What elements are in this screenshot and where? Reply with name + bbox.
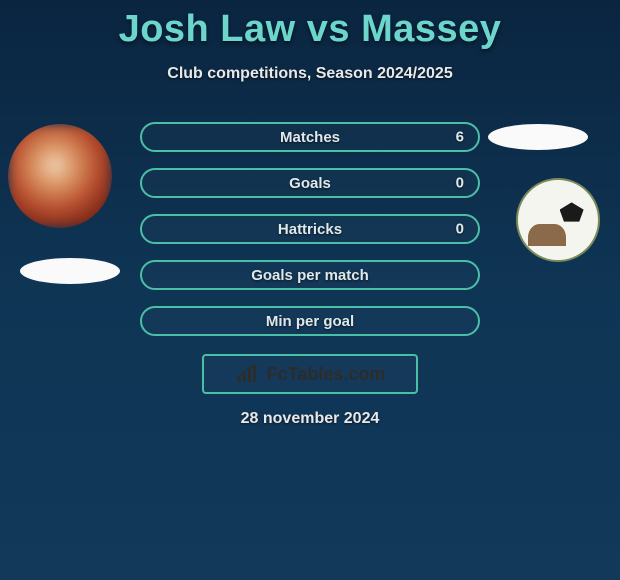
page-title: Josh Law vs Massey [0,0,620,51]
brand-text: FcTables.com [267,364,386,385]
stat-row-matches: Matches 6 [140,122,480,152]
stat-value-right: 0 [456,221,464,238]
chart-icon [235,364,261,384]
stat-row-hattricks: Hattricks 0 [140,214,480,244]
stat-value-right: 0 [456,175,464,192]
page-subtitle: Club competitions, Season 2024/2025 [0,65,620,83]
player-right-shadow-ellipse [488,124,588,150]
player-left-avatar-image [8,124,112,228]
stat-value-right: 6 [456,129,464,146]
date-text: 28 november 2024 [0,410,620,428]
brand-footer[interactable]: FcTables.com [202,354,418,394]
stat-label: Goals [289,175,331,192]
player-left-shadow-ellipse [20,258,120,284]
stats-container: Matches 6 Goals 0 Hattricks 0 Goals per … [140,122,480,352]
stat-row-goals: Goals 0 [140,168,480,198]
player-right-club-badge [516,178,600,262]
stat-row-goals-per-match: Goals per match [140,260,480,290]
stat-row-min-per-goal: Min per goal [140,306,480,336]
player-left-avatar [8,124,112,228]
stat-label: Goals per match [251,267,369,284]
stat-label: Hattricks [278,221,342,238]
stat-label: Min per goal [266,313,354,330]
stat-label: Matches [280,129,340,146]
